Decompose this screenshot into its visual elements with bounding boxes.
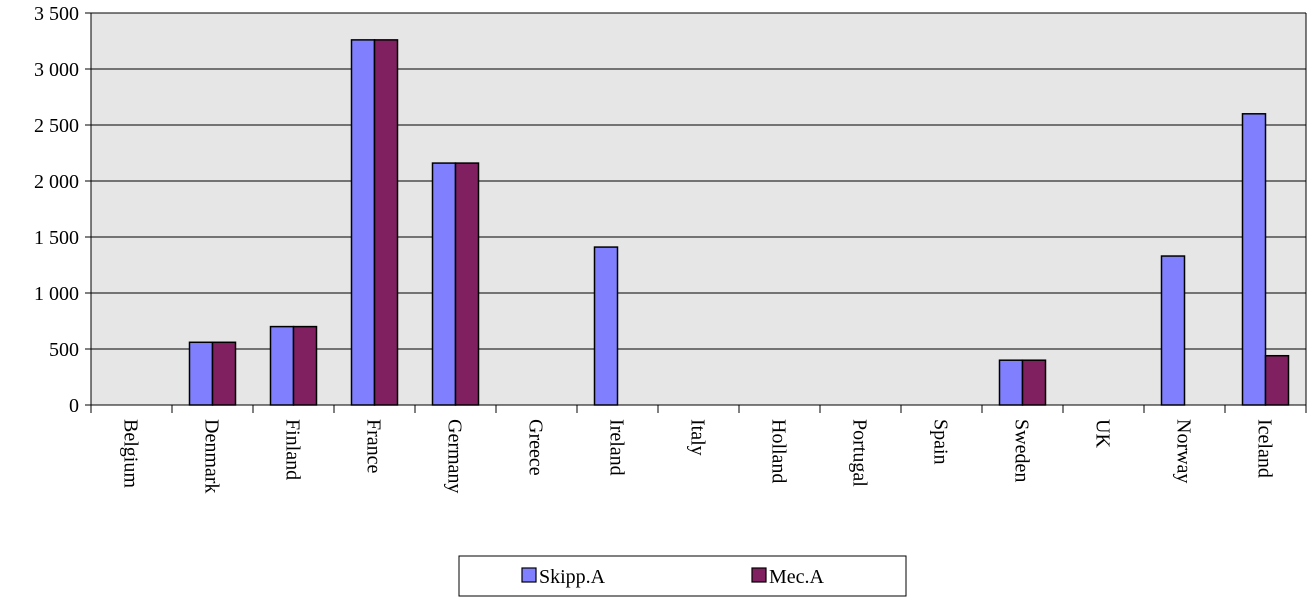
legend-label: Mec.A [769,566,825,588]
y-tick-label: 1 500 [34,227,79,249]
legend-swatch [751,567,767,583]
y-tick-label: 2 500 [34,115,79,137]
bar-skipp-a-finland [269,325,295,406]
bar-skipp-a-iceland [1241,113,1267,406]
x-tick-label: Sweden [1011,419,1033,482]
x-tick-label: Norway [1173,419,1195,483]
bar-mec-a-germany [454,162,480,406]
bar-mec-a-sweden [1021,359,1047,406]
x-tick-label: Holland [768,419,790,483]
bar-skipp-a-denmark [188,341,214,406]
x-tick-label: Germany [444,419,466,493]
legend-swatch [521,567,537,583]
x-tick-label: Portugal [849,419,871,487]
bar-skipp-a-sweden [998,359,1024,406]
x-tick-label: Finland [282,419,304,480]
x-tick-label: Spain [930,419,952,465]
y-tick-label: 500 [49,339,79,361]
x-tick-label: Denmark [201,419,223,493]
y-tick-label: 2 000 [34,171,79,193]
plot-area: 0 500 1 000 1 500 2 000 2 500 3 000 3 500 Belgiu… [34,3,1307,493]
y-tick-label: 3 000 [34,59,79,81]
bar-skipp-a-ireland [593,246,619,406]
x-tick-label: Belgium [120,419,142,488]
y-tick-label: 3 500 [34,3,79,25]
bar-mec-a-france [373,39,399,406]
legend-label: Skipp.A [539,566,606,588]
bar-skipp-a-norway [1160,255,1186,406]
y-tick-label: 0 [69,395,79,417]
x-tick-label: Ireland [606,419,628,476]
x-tick-label: Greece [525,419,547,476]
x-tick-label: Iceland [1254,419,1276,478]
x-tick-label: UK [1092,419,1114,448]
bar-mec-a-finland [292,325,318,406]
bar-mec-a-denmark [211,341,237,406]
x-tick-label: France [363,419,385,474]
legend: Skipp.A Mec.A [458,555,907,597]
bar-skipp-a-france [350,39,376,406]
y-tick-label: 1 000 [34,283,79,305]
bar-skipp-a-germany [431,162,457,406]
bar-mec-a-iceland [1264,354,1290,406]
x-tick-label: Italy [687,419,709,456]
